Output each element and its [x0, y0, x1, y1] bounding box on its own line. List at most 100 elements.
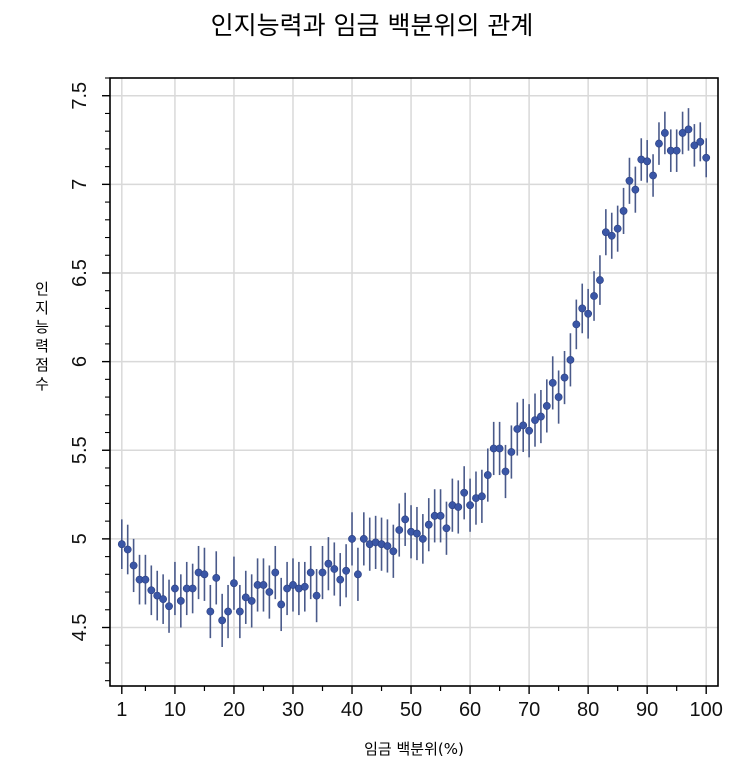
x-tick-label: 100 [690, 699, 723, 721]
data-point [696, 137, 705, 146]
data-point [460, 488, 469, 497]
y-tick-label: 5.5 [69, 436, 91, 464]
data-point [342, 566, 351, 575]
data-point [418, 534, 427, 543]
data-point [176, 597, 185, 605]
data-point [354, 570, 362, 579]
x-tick-label: 60 [459, 699, 481, 721]
data-point [525, 426, 534, 435]
data-point [537, 412, 545, 421]
data-point [383, 542, 392, 550]
data-point [300, 582, 309, 591]
x-tick-label: 80 [577, 699, 599, 721]
x-tick-label: 20 [223, 699, 245, 721]
data-point [230, 579, 238, 588]
data-point [165, 602, 173, 611]
x-tick-label: 40 [341, 699, 363, 721]
data-point [123, 545, 132, 554]
data-point [531, 416, 539, 425]
data-point [613, 224, 622, 233]
data-point [655, 139, 663, 148]
data-point [601, 228, 610, 237]
data-point [513, 425, 522, 433]
y-axis-label-char: 점 [35, 356, 49, 374]
data-point [200, 570, 209, 579]
x-tick-label: 1 [116, 699, 127, 721]
data-point [141, 575, 150, 584]
data-point [312, 591, 321, 600]
data-point [572, 320, 581, 329]
data-point [159, 595, 168, 604]
data-points [117, 108, 711, 648]
data-point [241, 593, 250, 602]
data-point [171, 584, 179, 593]
y-axis-label-char: 수 [35, 375, 49, 393]
data-point [590, 292, 598, 300]
data-point [596, 276, 604, 284]
data-point [153, 591, 162, 600]
data-point [247, 597, 256, 605]
data-point [631, 185, 640, 194]
data-point [218, 616, 227, 625]
data-point [389, 547, 398, 556]
data-point [643, 157, 652, 166]
plot-frame [109, 77, 719, 687]
data-point [495, 444, 504, 453]
y-tick-label: 5 [69, 533, 91, 544]
data-point [466, 501, 474, 510]
data-point [235, 607, 244, 616]
data-point [454, 503, 463, 511]
data-point [548, 378, 557, 387]
data-point [424, 520, 433, 529]
data-point [566, 355, 575, 364]
gridlines [110, 78, 718, 686]
data-point [259, 581, 268, 589]
x-axis: 1 10 20 30 40 50 60 70 80 90 100 [116, 686, 723, 721]
data-point [413, 529, 421, 538]
data-point [212, 573, 221, 582]
data-point [649, 171, 657, 180]
x-axis-label: 임금 백분위(%) [364, 740, 464, 758]
data-point [519, 421, 528, 430]
data-point [224, 607, 232, 616]
data-point [619, 207, 628, 215]
data-point [436, 511, 445, 520]
x-tick-label: 10 [164, 699, 186, 721]
data-point [359, 534, 368, 543]
data-point [690, 141, 699, 150]
data-point [117, 540, 126, 549]
data-point [206, 607, 215, 616]
y-tick-label: 6 [69, 356, 91, 367]
data-point [507, 448, 516, 456]
x-tick-label: 30 [282, 699, 304, 721]
data-point [306, 568, 315, 577]
data-point [684, 125, 693, 134]
data-point [277, 600, 286, 609]
y-tick-label: 7.5 [69, 82, 91, 110]
data-point [129, 561, 138, 570]
y-tick-label: 4.5 [69, 614, 91, 642]
data-point [678, 129, 687, 137]
data-point [625, 176, 634, 185]
x-tick-label: 70 [518, 699, 540, 721]
data-point [283, 584, 291, 593]
data-point [348, 534, 356, 543]
data-point [336, 575, 345, 584]
data-point [318, 568, 327, 577]
data-point [401, 515, 410, 524]
data-point [324, 559, 333, 568]
data-point [271, 568, 280, 577]
data-point [578, 304, 587, 313]
data-point [188, 584, 197, 593]
data-point [702, 153, 711, 162]
data-point [560, 373, 569, 382]
x-tick-label: 90 [636, 699, 658, 721]
data-point [442, 524, 451, 533]
y-tick-label: 7 [69, 179, 91, 190]
data-point [147, 586, 156, 595]
data-point [584, 309, 593, 318]
data-point [289, 581, 297, 589]
y-axis-label-char: 인 [35, 280, 49, 298]
x-tick-label: 50 [400, 699, 422, 721]
